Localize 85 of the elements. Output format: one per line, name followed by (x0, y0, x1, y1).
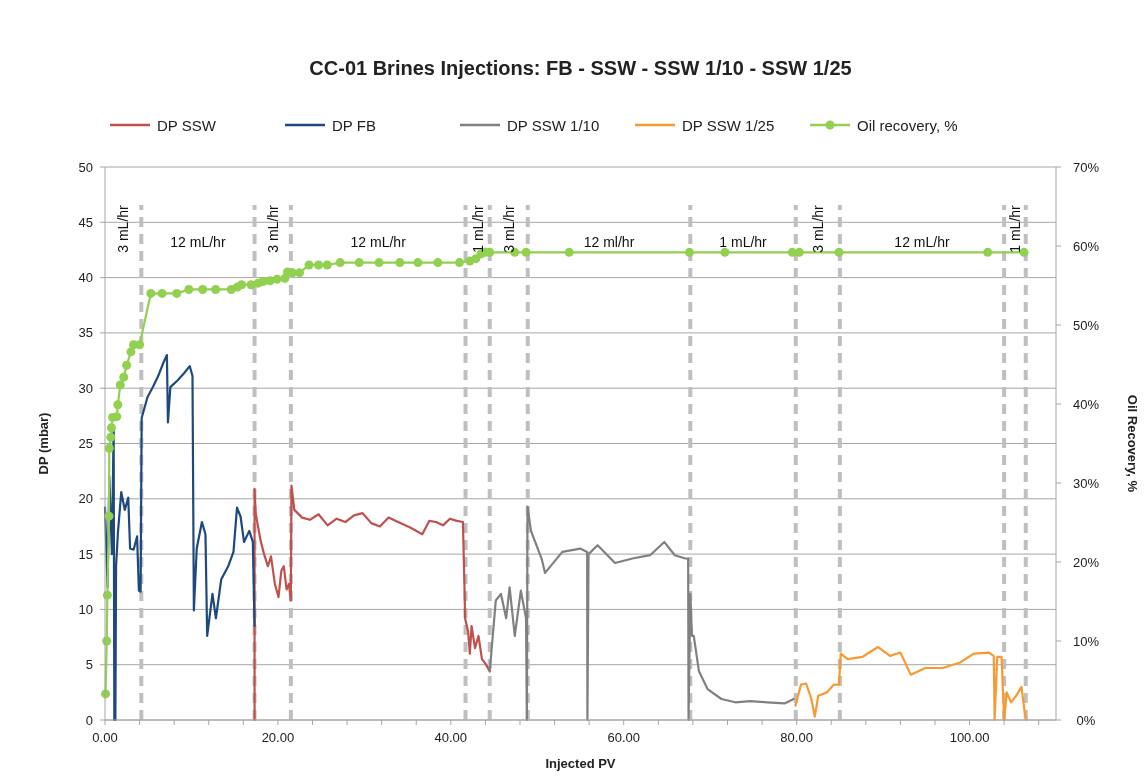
annotation: 3 mL/hr (809, 204, 826, 253)
point (374, 258, 384, 268)
annotation: 1 mL/hr (469, 204, 486, 253)
point (146, 288, 156, 298)
point (304, 260, 314, 270)
line-series (488, 505, 795, 722)
legend-label: DP SSW 1/10 (507, 116, 600, 134)
y-tick-label: 20 (78, 491, 93, 507)
point (454, 258, 464, 268)
legend-label: DP SSW 1/25 (682, 116, 775, 134)
y2-tick-label: 20% (1072, 554, 1100, 570)
x-tick-label: 100.00 (949, 730, 990, 745)
point (184, 284, 194, 294)
y2-tick-label: 60% (1072, 238, 1100, 254)
point (106, 432, 116, 442)
point (684, 247, 694, 257)
line-series (103, 353, 256, 722)
point (211, 284, 221, 294)
y2-tick-label: 10% (1072, 633, 1100, 649)
point (433, 258, 443, 268)
y-tick-label: 15 (78, 546, 93, 562)
chart-title: CC-01 Brines Injections: FB - SSW - SSW 1/10 - SSW 1/25 (309, 57, 852, 79)
annotation: 12 mL/hr (894, 234, 950, 250)
point (172, 288, 182, 298)
y-tick-label: 10 (78, 601, 93, 617)
point (564, 247, 574, 257)
point (322, 260, 332, 270)
annotation: 12 mL/hr (170, 234, 226, 250)
y-tick-label: 30 (78, 380, 93, 396)
line-series (253, 484, 491, 722)
point (237, 280, 247, 290)
y2-axis-title: Oil Recovery, % (1125, 394, 1140, 493)
point (521, 247, 531, 257)
point (272, 274, 282, 284)
y-tick-label: 35 (78, 325, 93, 341)
legend-label: DP FB (332, 116, 376, 134)
x-tick-label: 40.00 (434, 730, 468, 745)
point (720, 247, 730, 257)
point (295, 268, 305, 278)
y-tick-label: 5 (85, 657, 93, 673)
point (794, 247, 804, 257)
x-tick-label: 0.00 (92, 730, 118, 745)
point (113, 400, 123, 410)
x-tick-label: 80.00 (780, 730, 813, 745)
line-series (794, 645, 1028, 722)
point (198, 284, 208, 294)
point (157, 288, 167, 298)
x-tick-label: 20.00 (261, 730, 295, 745)
x-tick-label: 60.00 (607, 730, 640, 745)
annotation: 1 mL/hr (719, 234, 768, 250)
point (112, 412, 122, 422)
point (314, 260, 324, 270)
y-tick-label: 0 (85, 712, 93, 728)
annotation: 12 ml/hr (583, 234, 635, 250)
point (104, 443, 114, 453)
point (395, 258, 405, 268)
point (106, 423, 116, 433)
y2-tick-label: 70% (1072, 159, 1100, 175)
annotation: 3 mL/hr (115, 204, 132, 253)
legend-label: Oil recovery, % (857, 116, 958, 134)
point (135, 340, 145, 350)
y2-tick-label: 50% (1072, 317, 1100, 333)
point (413, 258, 423, 268)
point (834, 247, 844, 257)
annotation: 12 mL/hr (350, 234, 407, 250)
y-tick-label: 25 (78, 436, 93, 451)
point (119, 372, 129, 382)
legend-label: DP SSW (157, 116, 217, 134)
y-tick-label: 45 (78, 214, 93, 230)
annotation: 3 mL/hr (264, 204, 281, 253)
y2-tick-label: 40% (1072, 396, 1100, 412)
annotation: 1 mL/hr (1006, 204, 1023, 253)
point (122, 360, 132, 370)
annotation: 3 mL/hr (500, 204, 517, 253)
point (115, 380, 125, 390)
point (1019, 247, 1029, 257)
y2-tick-label: 0% (1076, 712, 1096, 728)
y-axis-title: DP (mbar) (36, 412, 51, 475)
y2-tick-label: 30% (1072, 475, 1100, 491)
point (983, 247, 993, 257)
point (354, 258, 364, 268)
point (335, 258, 345, 268)
y-tick-label: 50 (78, 159, 93, 175)
x-axis-title: Injected PV (545, 756, 616, 771)
y-tick-label: 40 (78, 270, 93, 286)
